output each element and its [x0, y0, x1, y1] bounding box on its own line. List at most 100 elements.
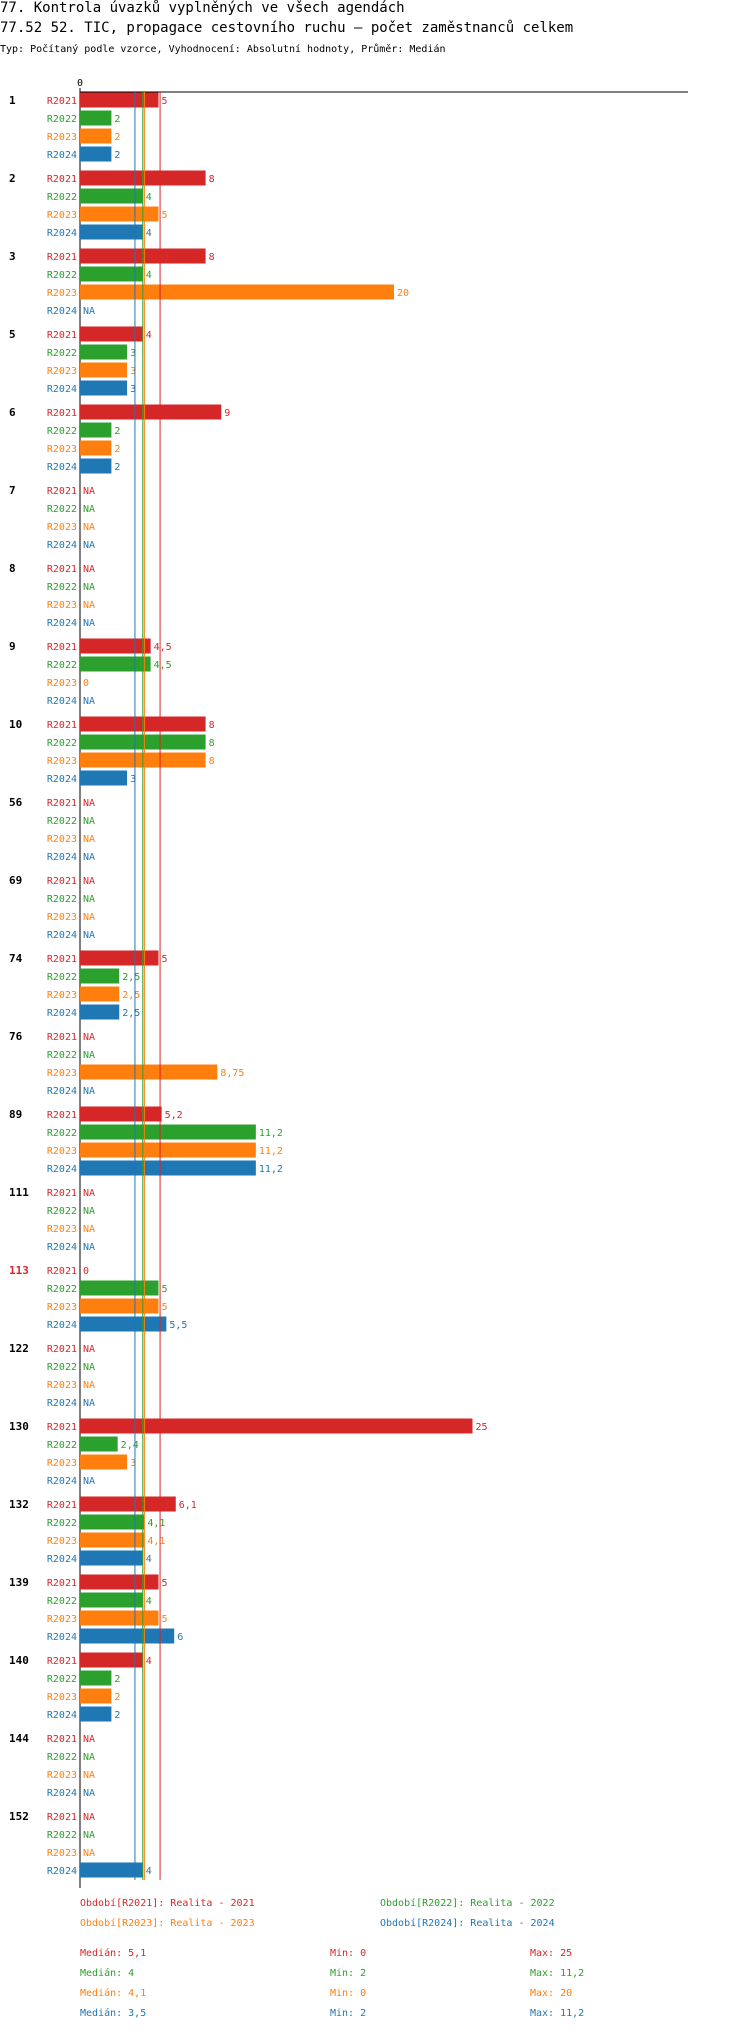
value-label: NA [83, 1752, 95, 1763]
bar [80, 1316, 167, 1332]
series-label: R2021 [47, 486, 77, 497]
bar [80, 1706, 112, 1722]
group-label: 9 [9, 640, 16, 653]
series-label: R2024 [47, 930, 77, 941]
group-label: 6 [9, 406, 16, 419]
value-label: 4 [146, 192, 152, 203]
value-label: 4 [146, 1656, 152, 1667]
value-label: 4 [146, 270, 152, 281]
series-label: R2024 [47, 1008, 77, 1019]
group-label: 152 [9, 1810, 29, 1823]
series-label: R2021 [47, 720, 77, 731]
series-label: R2021 [47, 798, 77, 809]
series-label: R2022 [47, 1830, 77, 1841]
value-label: 2 [114, 1692, 120, 1703]
legend-item: Období[R2023]: Realita - 2023 [80, 1918, 255, 1929]
series-label: R2022 [47, 426, 77, 437]
value-label: NA [83, 1206, 95, 1217]
series-label: R2023 [47, 990, 77, 1001]
series-label: R2024 [47, 1476, 77, 1487]
value-label: NA [83, 1848, 95, 1859]
value-label: 11,2 [259, 1128, 283, 1139]
group-label: 74 [9, 952, 23, 965]
series-label: R2023 [47, 366, 77, 377]
value-label: 9 [224, 408, 230, 419]
bar [80, 1532, 145, 1548]
value-label: 2 [114, 1674, 120, 1685]
bar [80, 1454, 128, 1470]
bar [80, 638, 151, 654]
value-label: 2,4 [121, 1440, 139, 1451]
value-label: NA [83, 876, 95, 887]
value-label: NA [83, 1344, 95, 1355]
value-label: NA [83, 816, 95, 827]
value-label: NA [83, 894, 95, 905]
group-label: 89 [9, 1108, 22, 1121]
series-label: R2022 [47, 348, 77, 359]
value-label: 20 [397, 288, 409, 299]
series-label: R2022 [47, 114, 77, 125]
legend-item: Období[R2022]: Realita - 2022 [380, 1898, 555, 1909]
series-label: R2021 [47, 1188, 77, 1199]
stat-min: Min: 2 [330, 1968, 367, 1979]
bar [80, 1670, 112, 1686]
value-label: 3 [130, 384, 136, 395]
series-label: R2022 [47, 1128, 77, 1139]
group-label: 113 [9, 1264, 29, 1277]
group-label: 144 [9, 1732, 29, 1745]
bar [80, 1142, 256, 1158]
series-label: R2024 [47, 1398, 77, 1409]
group-label: 5 [9, 328, 16, 341]
series-label: R2024 [47, 1086, 77, 1097]
group-label: 140 [9, 1654, 29, 1667]
bar [80, 1610, 159, 1626]
series-label: R2023 [47, 210, 77, 221]
bar [80, 1496, 176, 1512]
value-label: NA [83, 540, 95, 551]
series-label: R2022 [47, 738, 77, 749]
series-label: R2021 [47, 1734, 77, 1745]
value-label: 2,5 [122, 972, 140, 983]
stat-min: Min: 0 [330, 1988, 367, 1999]
series-label: R2023 [47, 1302, 77, 1313]
series-label: R2023 [47, 1224, 77, 1235]
series-label: R2024 [47, 228, 77, 239]
stat-median: Medián: 3,5 [80, 2008, 147, 2019]
series-label: R2021 [47, 1578, 77, 1589]
bar [80, 284, 394, 300]
value-label: 3 [130, 1458, 136, 1469]
value-label: 8 [209, 738, 215, 749]
value-label: 0 [83, 1266, 89, 1277]
bar [80, 1574, 159, 1590]
chart-title: 77. Kontrola úvazků vyplněných ve všech … [0, 0, 405, 16]
bar [80, 458, 112, 474]
group-label: 10 [9, 718, 22, 731]
value-label: 4,5 [154, 660, 172, 671]
value-label: 5 [162, 954, 168, 965]
bar [80, 440, 112, 456]
value-label: NA [83, 600, 95, 611]
value-label: 2,5 [122, 990, 140, 1001]
series-label: R2022 [47, 1206, 77, 1217]
value-label: NA [83, 1476, 95, 1487]
series-label: R2023 [47, 1848, 77, 1859]
series-label: R2023 [47, 1614, 77, 1625]
series-label: R2021 [47, 1656, 77, 1667]
series-label: R2024 [47, 1164, 77, 1175]
bar [80, 1298, 159, 1314]
value-label: NA [83, 522, 95, 533]
value-label: 3 [130, 774, 136, 785]
bar [80, 1160, 256, 1176]
series-label: R2021 [47, 954, 77, 965]
bar [80, 206, 159, 222]
series-label: R2024 [47, 1710, 77, 1721]
series-label: R2023 [47, 132, 77, 143]
bar [80, 380, 128, 396]
series-label: R2022 [47, 1362, 77, 1373]
value-label: 2 [114, 1710, 120, 1721]
bar [80, 770, 128, 786]
value-label: 5,5 [169, 1320, 187, 1331]
series-label: R2024 [47, 618, 77, 629]
value-label: NA [83, 1734, 95, 1745]
